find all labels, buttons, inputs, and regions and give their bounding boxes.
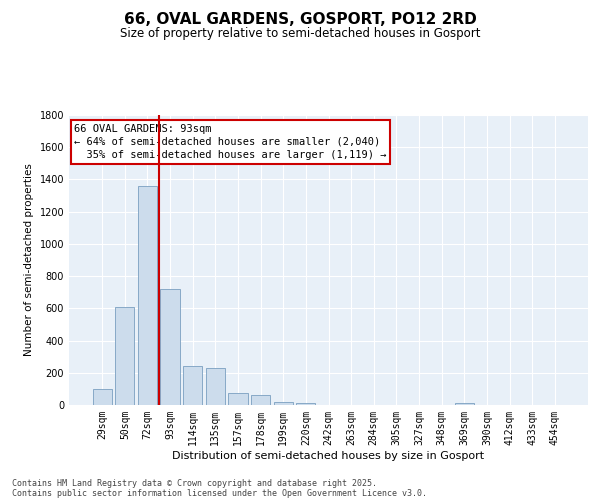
Bar	[92, 389, 112, 405]
Bar	[115, 306, 134, 405]
Text: Size of property relative to semi-detached houses in Gosport: Size of property relative to semi-detach…	[120, 28, 480, 40]
Text: Contains public sector information licensed under the Open Government Licence v3: Contains public sector information licen…	[12, 488, 427, 498]
Bar	[160, 289, 180, 405]
Bar	[183, 366, 202, 405]
Bar	[138, 186, 157, 405]
Text: Contains HM Land Registry data © Crown copyright and database right 2025.: Contains HM Land Registry data © Crown c…	[12, 478, 377, 488]
Text: 66, OVAL GARDENS, GOSPORT, PO12 2RD: 66, OVAL GARDENS, GOSPORT, PO12 2RD	[124, 12, 476, 28]
Bar	[455, 402, 474, 405]
Bar	[229, 393, 248, 405]
Text: 66 OVAL GARDENS: 93sqm
← 64% of semi-detached houses are smaller (2,040)
  35% o: 66 OVAL GARDENS: 93sqm ← 64% of semi-det…	[74, 124, 386, 160]
Bar	[274, 402, 293, 405]
X-axis label: Distribution of semi-detached houses by size in Gosport: Distribution of semi-detached houses by …	[172, 450, 485, 460]
Bar	[251, 394, 270, 405]
Y-axis label: Number of semi-detached properties: Number of semi-detached properties	[24, 164, 34, 356]
Bar	[296, 404, 316, 405]
Bar	[206, 368, 225, 405]
